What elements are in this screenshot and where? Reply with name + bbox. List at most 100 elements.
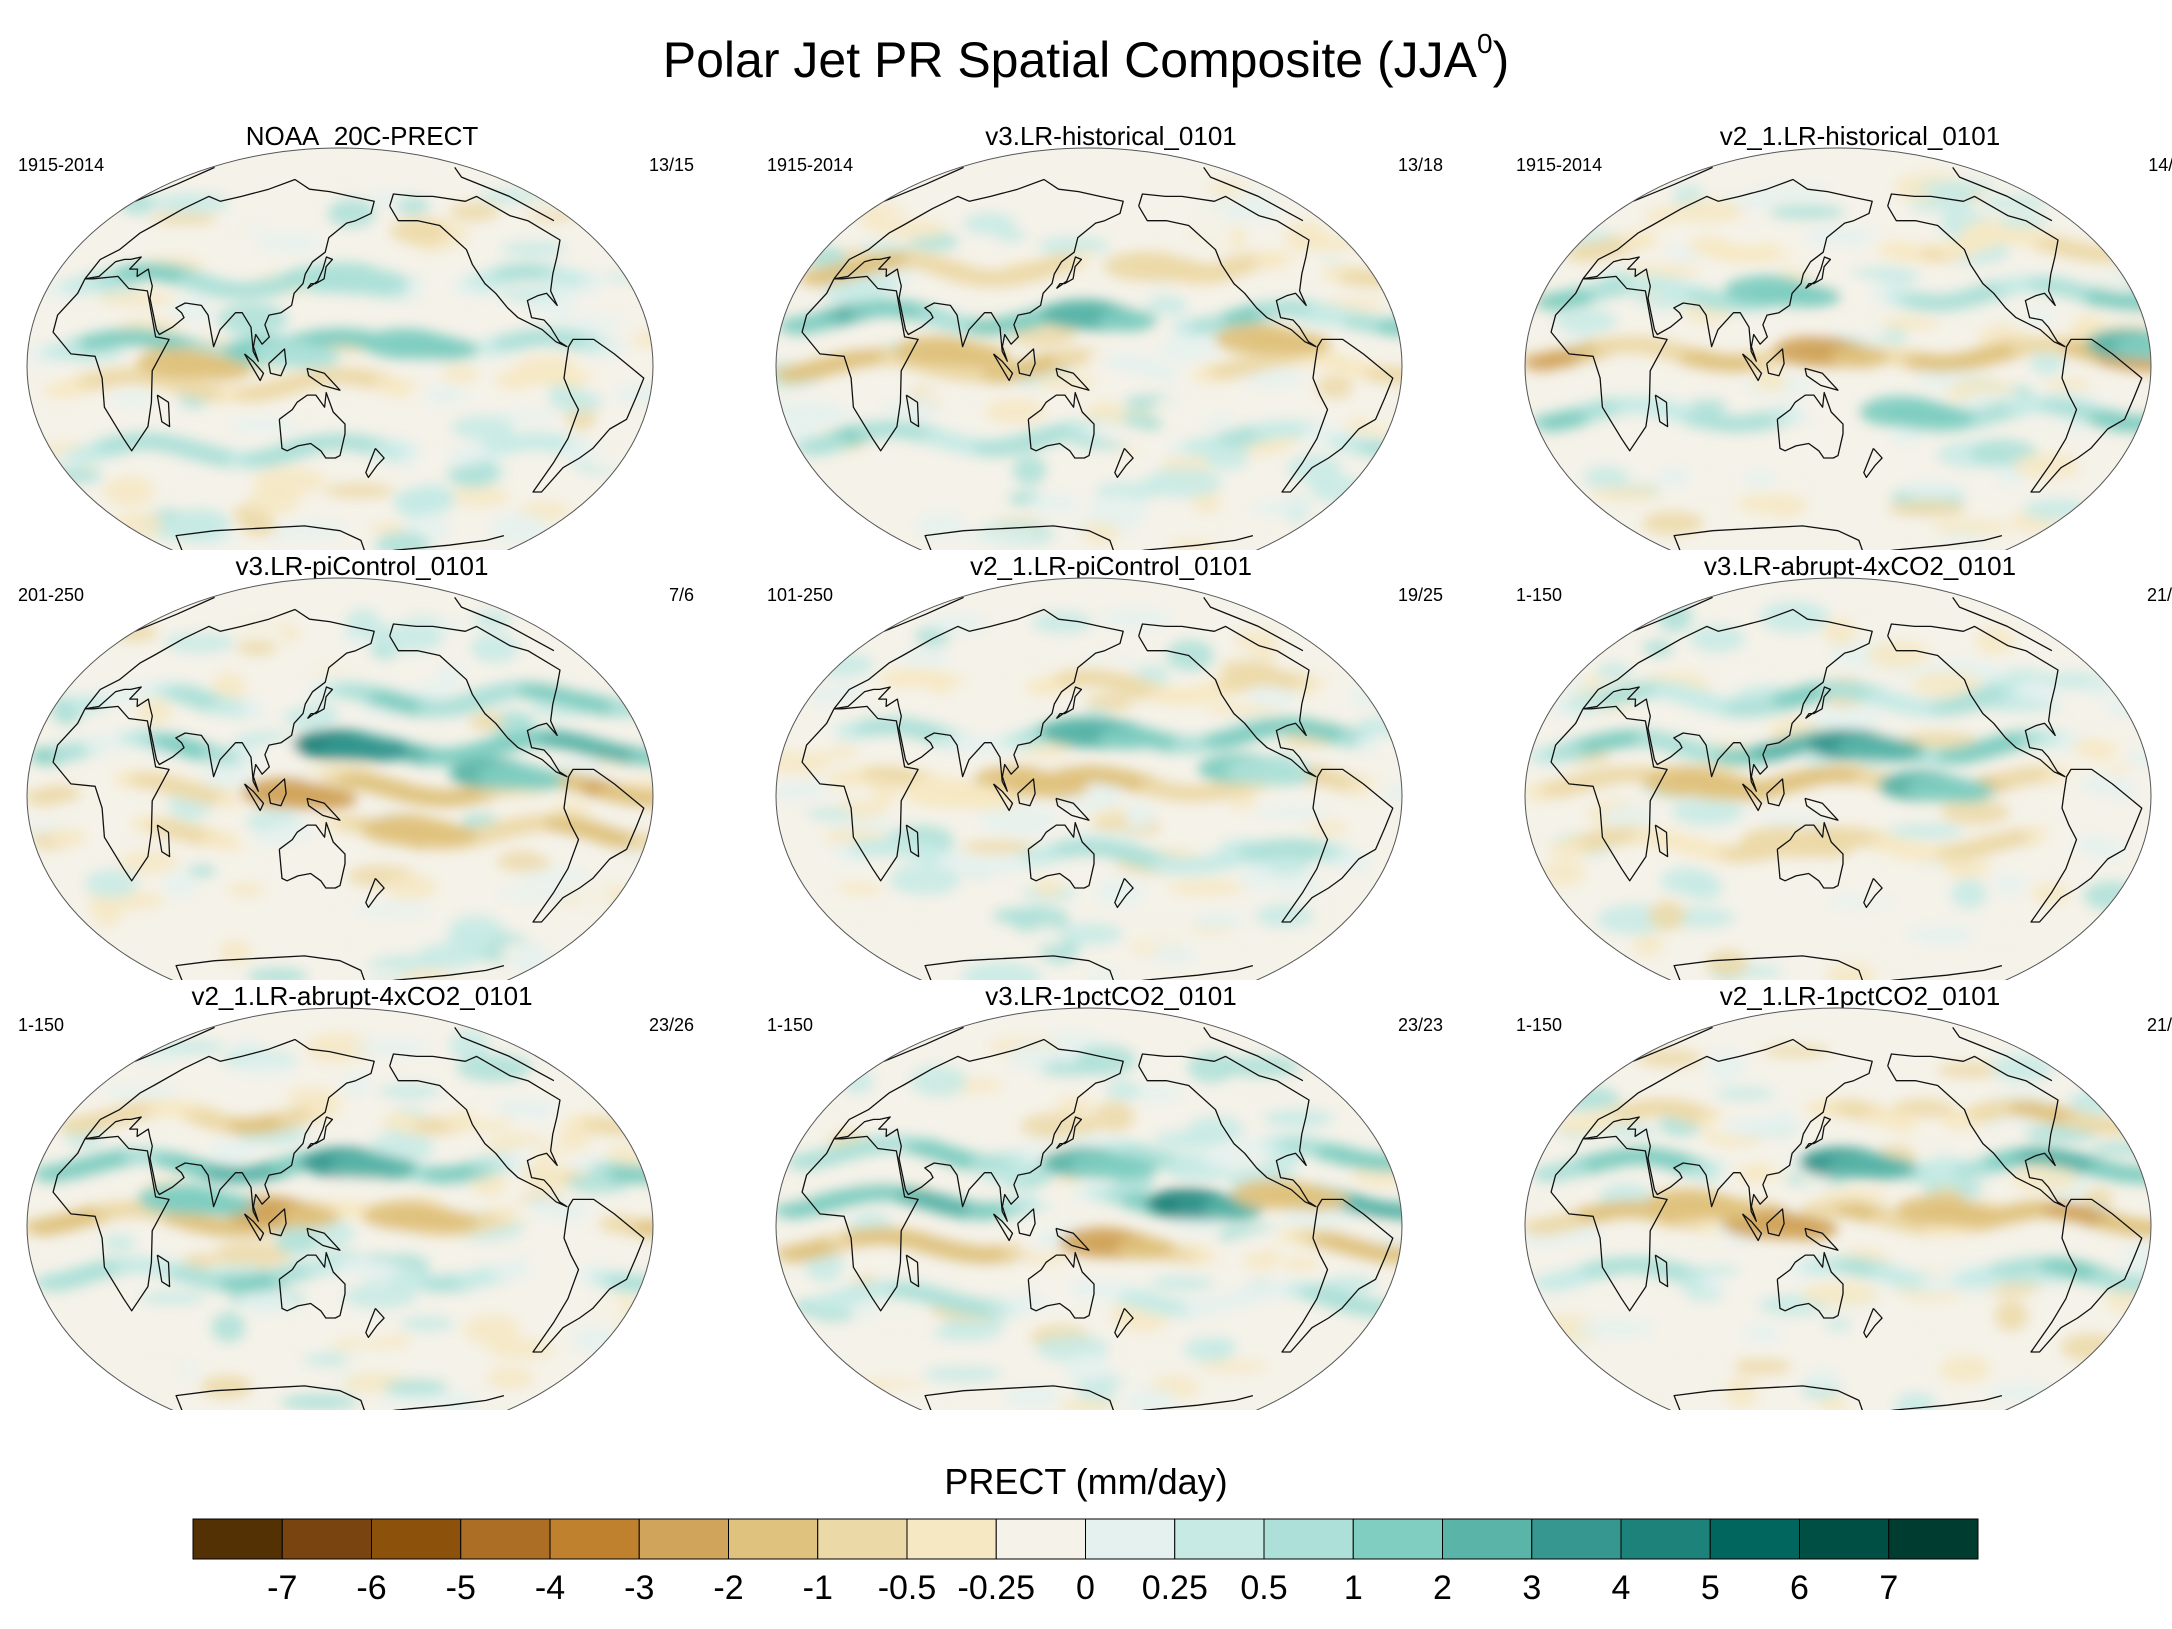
coastline xyxy=(883,596,1304,652)
anomaly-band xyxy=(633,789,653,808)
coastline xyxy=(156,394,171,428)
anomaly-speckle xyxy=(497,851,551,872)
anomaly-speckle xyxy=(1087,969,1121,980)
anomaly-speckle xyxy=(1706,1051,1746,1082)
colorbar-tick-label: -5 xyxy=(446,1569,476,1607)
anomaly-speckle xyxy=(128,1360,187,1392)
anomaly-feature xyxy=(348,273,408,296)
anomaly-speckle xyxy=(1642,510,1704,536)
anomaly-band xyxy=(1573,1112,1614,1131)
coastline xyxy=(1654,394,1669,428)
anomaly-speckle xyxy=(384,874,438,900)
coastline xyxy=(1582,1038,1873,1222)
anomaly-speckle xyxy=(1032,611,1093,634)
anomaly-speckle xyxy=(118,850,179,874)
panel-count: 13/15 xyxy=(648,155,694,175)
colorbar-tick-label: 3 xyxy=(1522,1569,1541,1607)
coastline xyxy=(134,1026,555,1082)
anomaly-speckle xyxy=(497,288,559,301)
coastline xyxy=(1550,1135,1668,1312)
coastline xyxy=(924,1385,1254,1410)
map-plot xyxy=(26,1007,654,1410)
anomaly-speckle xyxy=(435,663,466,688)
anomaly-speckle xyxy=(2090,1142,2151,1156)
anomaly-speckle xyxy=(170,507,230,539)
map-panel-8: v3.LR-1pctCO2_0101 1-150 23/23 xyxy=(749,980,1473,1410)
panel-count: 21/21 xyxy=(2146,585,2172,605)
anomaly-speckle xyxy=(355,902,433,917)
anomaly-speckle xyxy=(1550,1086,1621,1111)
anomaly-speckle xyxy=(442,365,480,384)
colorbar-tick-label: -4 xyxy=(535,1569,565,1607)
coastline xyxy=(175,1385,505,1410)
anomaly-speckle xyxy=(1012,455,1047,486)
anomaly-speckle xyxy=(1233,629,1278,650)
coastline xyxy=(1804,1227,1839,1251)
anomaly-speckle xyxy=(1996,215,2050,229)
coastline xyxy=(1887,1053,2066,1208)
anomaly-speckle xyxy=(1689,625,1745,653)
anomaly-speckle xyxy=(1166,639,1214,671)
anomaly-speckle xyxy=(1981,196,2048,211)
map-panel-5: v2_1.LR-piControl_0101 101-250 19/25 xyxy=(749,550,1473,980)
anomaly-speckle xyxy=(449,915,504,944)
anomaly-speckle xyxy=(776,748,832,775)
anomaly-speckle xyxy=(280,1393,359,1410)
anomaly-speckle xyxy=(1937,1062,2003,1078)
coastline xyxy=(1550,705,1668,882)
anomaly-feature xyxy=(1271,333,1332,356)
panel-period: 1915-2014 xyxy=(1516,155,1603,175)
coastline xyxy=(1863,877,1883,909)
anomaly-speckle xyxy=(137,697,173,726)
anomaly-speckle xyxy=(533,843,568,858)
map-plot xyxy=(775,147,1403,550)
anomaly-speckle xyxy=(113,623,158,642)
coastline xyxy=(801,275,919,452)
panel-title: v3.LR-piControl_0101 xyxy=(235,551,489,581)
panel-period: 201-250 xyxy=(18,585,85,605)
anomaly-speckle xyxy=(2061,1333,2120,1362)
coastline xyxy=(1017,1208,1036,1237)
anomaly-field xyxy=(1525,172,2151,549)
anomaly-feature xyxy=(297,788,358,810)
anomaly-speckle xyxy=(1223,516,1268,540)
colorbar-swatch xyxy=(995,1518,1086,1560)
coastline xyxy=(1055,686,1083,720)
anomaly-band xyxy=(809,434,849,453)
anomaly-speckle xyxy=(1801,1282,1880,1307)
anomaly-speckle xyxy=(1805,1368,1841,1393)
anomaly-speckle xyxy=(236,621,285,647)
coastline xyxy=(1804,1116,1832,1150)
anomaly-speckle xyxy=(1191,223,1233,256)
anomaly-speckle xyxy=(488,1338,555,1360)
anomaly-speckle xyxy=(150,212,218,225)
coastline xyxy=(1027,1251,1095,1319)
colorbar-tick-label: -2 xyxy=(713,1569,743,1607)
anomaly-speckle xyxy=(1532,1196,1578,1211)
coastlines xyxy=(801,1026,1394,1410)
coastline xyxy=(992,783,1014,812)
coastline xyxy=(924,525,1254,550)
anomaly-speckle xyxy=(1939,1355,1991,1384)
anomaly-speckle xyxy=(151,193,230,213)
anomaly-band xyxy=(791,1197,832,1216)
coastline xyxy=(84,1038,375,1222)
anomaly-speckle xyxy=(247,967,308,980)
anomaly-speckle xyxy=(1809,526,1846,549)
anomaly-feature xyxy=(1934,780,1995,803)
anomaly-speckle xyxy=(832,1163,909,1187)
coastline xyxy=(365,1307,385,1339)
coastline xyxy=(992,1213,1014,1242)
anomaly-speckle xyxy=(1820,1188,1891,1203)
coastline xyxy=(1114,1307,1134,1339)
anomaly-speckle xyxy=(384,1379,449,1395)
coastline xyxy=(278,821,346,889)
anomaly-speckle xyxy=(467,1392,535,1410)
anomaly-speckle xyxy=(994,1211,1055,1242)
coastline xyxy=(365,877,385,909)
map-panel-4: v3.LR-piControl_0101 201-250 7/6 xyxy=(0,550,724,980)
anomaly-speckle xyxy=(324,483,395,499)
anomaly-speckle xyxy=(1144,467,1222,498)
colorbar-swatch xyxy=(192,1518,283,1560)
anomaly-speckle xyxy=(1822,618,1858,646)
